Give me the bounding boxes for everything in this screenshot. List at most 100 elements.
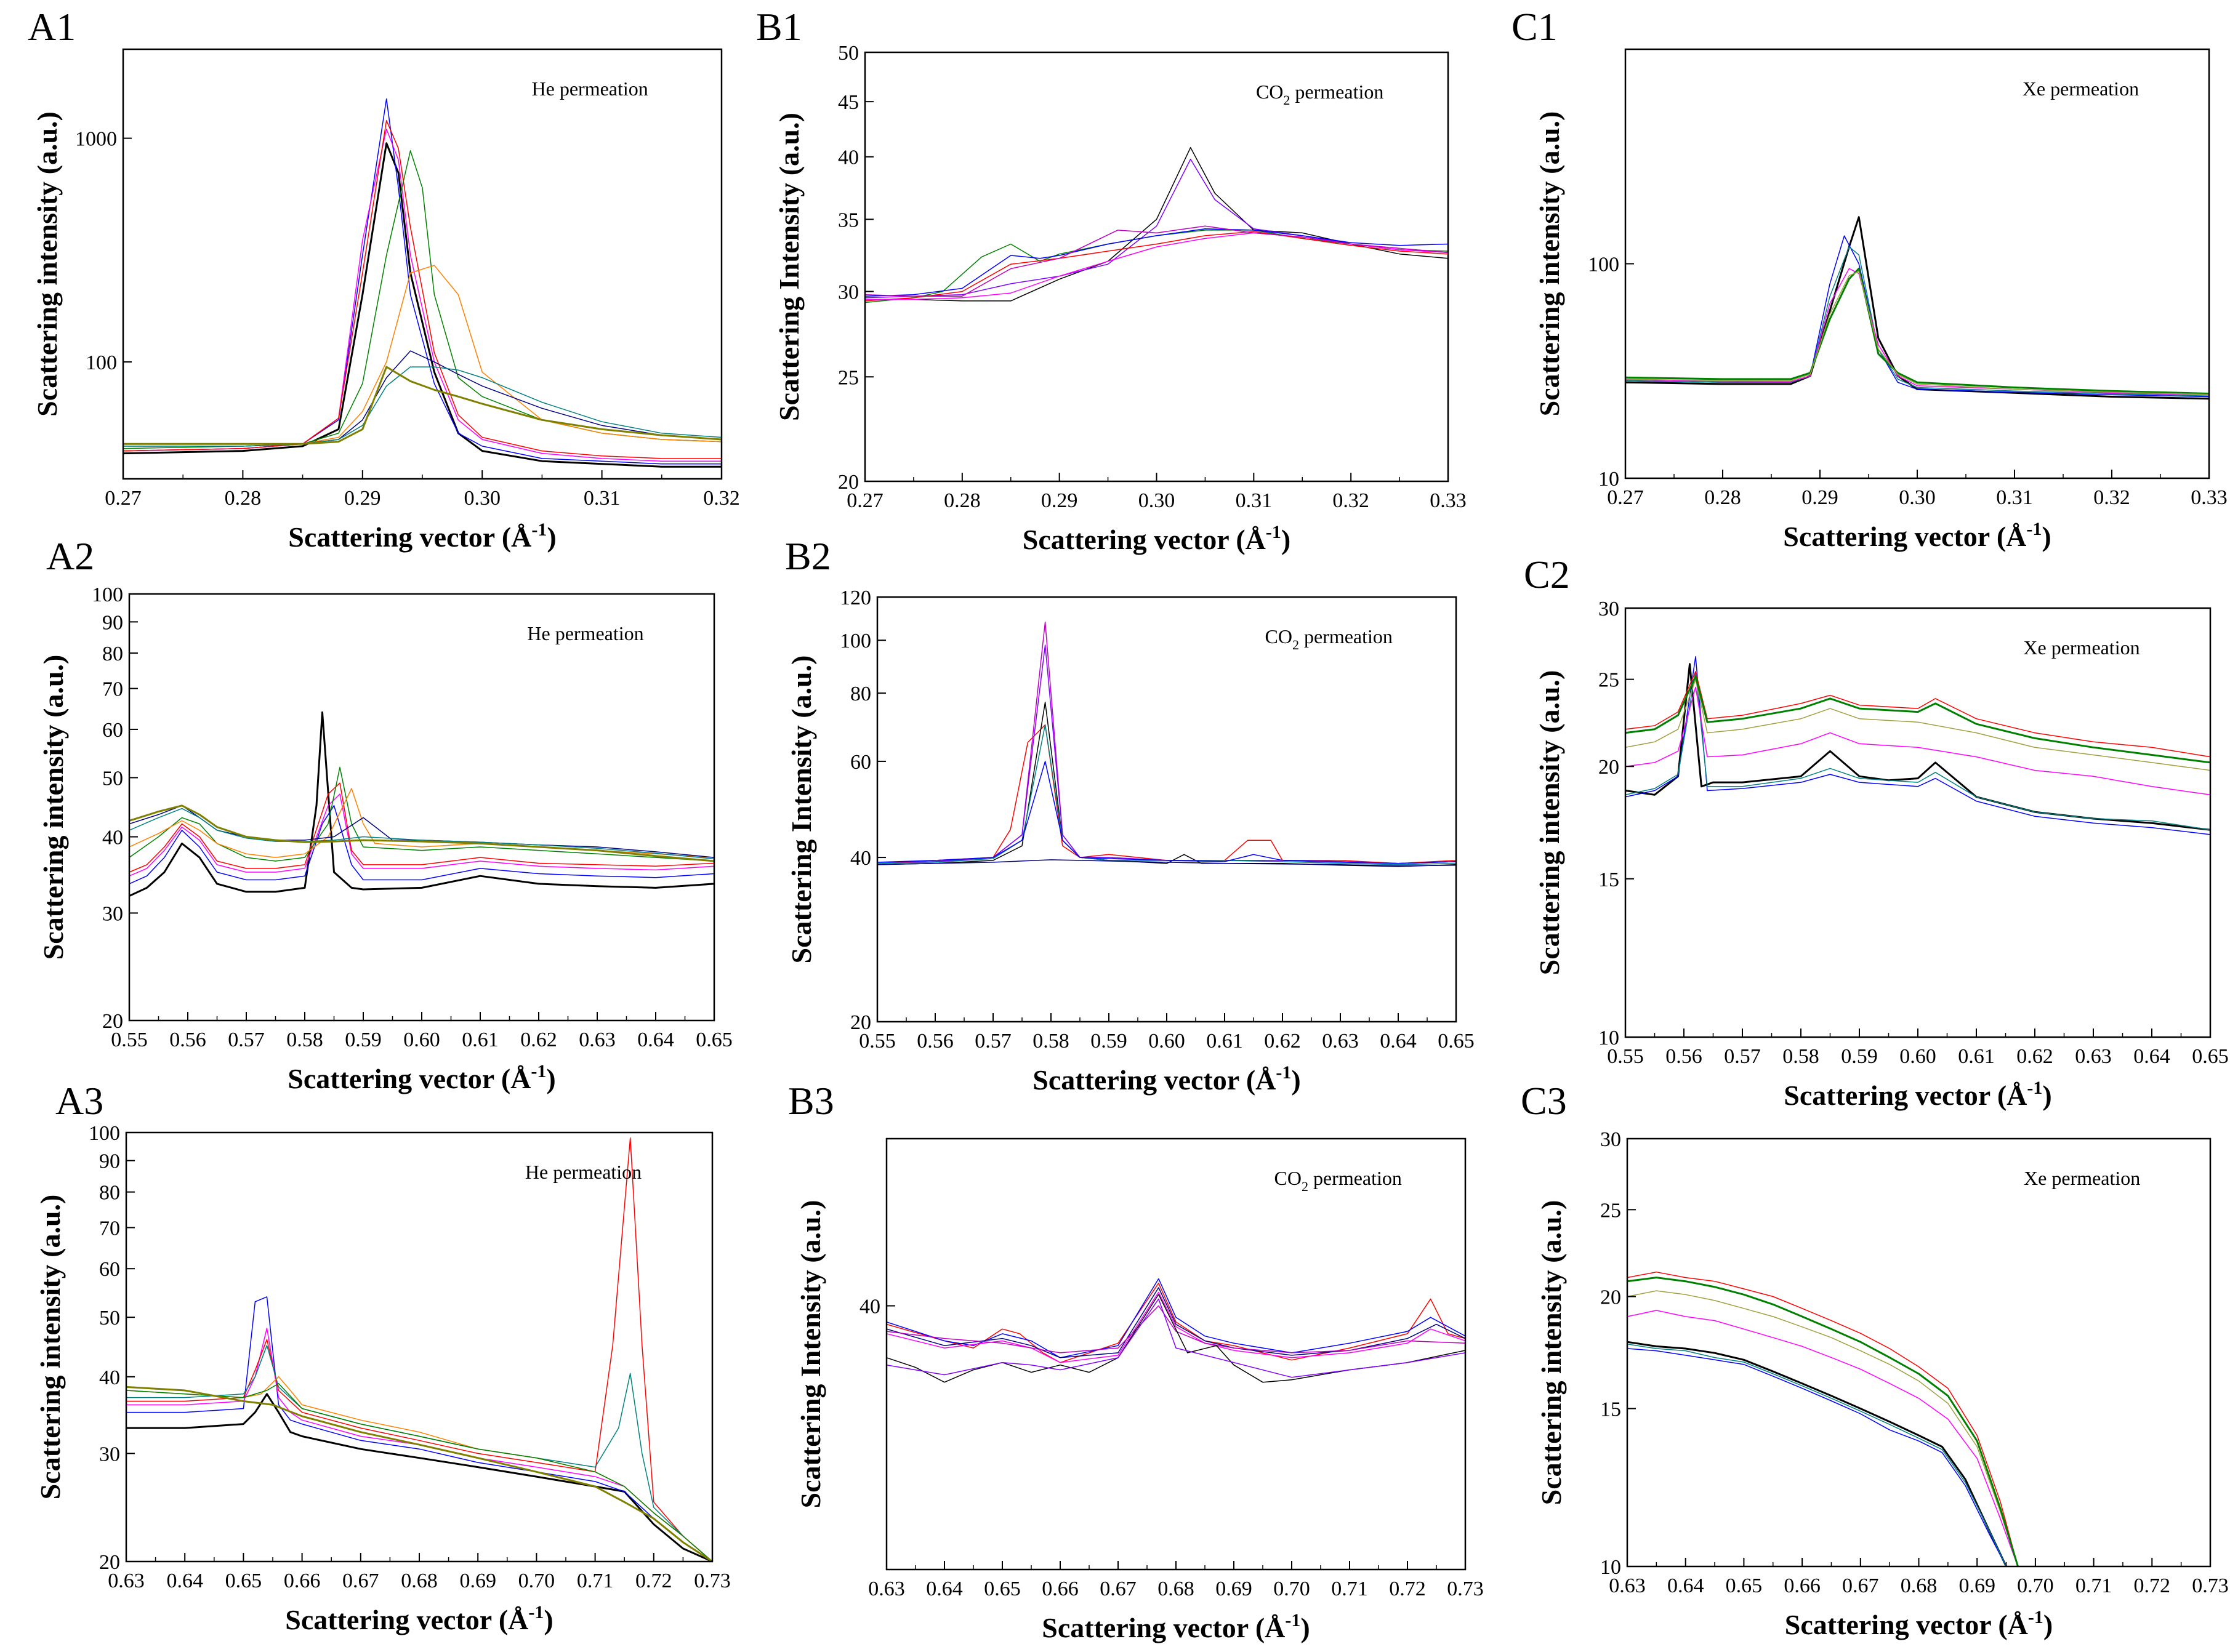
series-line-navy <box>887 1287 1465 1358</box>
annotation-text: He permeation <box>532 78 648 100</box>
x-axis-title-end: ) <box>2043 1609 2053 1640</box>
y-tick-label: 60 <box>102 719 123 742</box>
chart-c2: C2 0.55 0.56 0.57 0.58 0.59 0.60 0.61 0.62 0.63 0.… <box>1524 553 2229 1111</box>
x-tick-label: 0.63 <box>108 1570 145 1592</box>
x-axis-title-main: Scattering vector (Å <box>1783 521 2026 552</box>
panel-label: B1 <box>756 5 802 49</box>
y-tick-label: 20 <box>102 1010 123 1033</box>
x-axis-title-main: Scattering vector (Å <box>1785 1609 2028 1640</box>
y-axis-title: Scattering Intensity (a.u.) <box>795 1200 826 1509</box>
x-axis-title-end: ) <box>2042 1080 2051 1111</box>
chart-b1: B1 0.27 0.28 0.29 0.30 0.31 0.32 0.33 20 25 30 35 40… <box>756 5 1467 555</box>
x-tick-label: 0.27 <box>105 487 142 510</box>
series-line-teal <box>1625 246 2209 396</box>
series-line-black <box>887 1294 1465 1383</box>
series-line-violet <box>865 225 1448 297</box>
x-tick-label: 0.63 <box>1609 1574 1646 1597</box>
x-tick-label: 0.71 <box>2075 1574 2112 1597</box>
y-tick-label: 20 <box>99 1551 120 1574</box>
plot-frame <box>864 51 1449 483</box>
x-tick-label: 0.56 <box>169 1028 206 1051</box>
series-line-teal <box>877 724 1456 865</box>
x-tick-label: 0.32 <box>703 487 740 510</box>
y-tick-label: 25 <box>1600 1199 1621 1222</box>
y-tick-label: 15 <box>1598 868 1619 891</box>
annotation-after: permeation <box>1290 81 1383 103</box>
annotation-main: Xe permeation <box>2023 636 2139 659</box>
panel-label: B3 <box>788 1079 834 1123</box>
x-tick-label: 0.73 <box>694 1570 731 1592</box>
x-tick-label: 0.56 <box>1665 1045 1702 1068</box>
x-tick-label: 0.73 <box>1447 1578 1484 1600</box>
plot-frame <box>1624 607 2212 1038</box>
x-axis-title-end: ) <box>2042 521 2051 552</box>
x-tick-label: 0.57 <box>975 1030 1012 1053</box>
annotation-after: permeation <box>1308 1167 1402 1189</box>
x-axis-title: Scattering vector (Å-1) <box>1023 522 1290 555</box>
series-line-magenta <box>123 128 722 462</box>
x-tick-label: 0.73 <box>2192 1574 2229 1597</box>
x-tick-label: 0.69 <box>459 1570 496 1592</box>
x-axis-title: Scattering vector (Å-1) <box>1783 519 2051 552</box>
annotation-text: He permeation <box>525 1161 642 1183</box>
x-tick-label: 0.70 <box>2017 1574 2054 1597</box>
x-tick-label: 0.64 <box>166 1570 203 1592</box>
panel-label: B2 <box>785 534 831 578</box>
x-tick-label: 0.65 <box>1726 1574 1763 1597</box>
series-line-red <box>1625 671 2210 758</box>
y-axis-title: Scattering Intensity (a.u.) <box>773 113 805 421</box>
x-axis-title: Scattering vector (Å-1) <box>1785 1607 2053 1640</box>
x-axis-title: Scattering vector (Å-1) <box>288 519 556 553</box>
x-tick-label: 0.68 <box>1901 1574 1938 1597</box>
y-tick-label: 10 <box>1598 468 1619 491</box>
x-tick-label: 0.61 <box>1206 1030 1243 1053</box>
chart-a2: A2 0.55 0.56 0.57 0.58 0.59 0.60 0.61 0.62 0.63 0.… <box>38 534 733 1094</box>
x-tick-label: 0.60 <box>1899 1045 1936 1068</box>
x-axis-title: Scattering vector (Å-1) <box>1042 1610 1310 1643</box>
series-line-navy <box>129 805 714 858</box>
x-tick-label: 0.69 <box>1958 1574 1995 1597</box>
x-axis-title-main: Scattering vector (Å <box>1784 1080 2027 1111</box>
series-line-magenta <box>887 1291 1465 1363</box>
series-line-red <box>1627 1271 2019 1566</box>
chart-a3: A3 0.63 0.64 0.65 0.66 0.67 0.68 0.69 0.70 0.71 0.… <box>34 1079 731 1635</box>
plot-frame <box>1624 48 2210 479</box>
x-tick-label: 0.65 <box>984 1578 1021 1600</box>
panel-label: C1 <box>1511 5 1558 49</box>
y-tick-label: 1000 <box>75 128 117 151</box>
x-tick-label: 0.65 <box>1438 1030 1475 1053</box>
panel-label: C2 <box>1524 553 1570 596</box>
panel-label: A1 <box>28 5 76 49</box>
y-tick-label: 50 <box>102 767 123 790</box>
annotation-text: CO2 permeation <box>1265 625 1393 652</box>
x-tick-label: 0.65 <box>2192 1045 2229 1068</box>
x-tick-label: 0.58 <box>1782 1045 1819 1068</box>
y-axis-title: Scattering Intensity (a.u.) <box>786 656 817 964</box>
annotation-main: He permeation <box>527 622 643 644</box>
y-tick-label: 30 <box>102 902 123 925</box>
series-line-blue <box>865 228 1448 297</box>
x-tick-label: 0.66 <box>284 1570 321 1592</box>
x-axis-title-end: ) <box>1291 1064 1300 1096</box>
x-tick-label: 0.64 <box>2133 1045 2170 1068</box>
x-tick-label: 0.64 <box>926 1578 963 1600</box>
series-line-magenta <box>1627 1310 2019 1566</box>
x-tick-label: 0.63 <box>2075 1045 2112 1068</box>
y-tick-label: 90 <box>99 1150 120 1173</box>
x-tick-label: 0.31 <box>1996 486 2033 509</box>
y-tick-label: 10 <box>1598 1027 1619 1049</box>
x-tick-label: 0.67 <box>1100 1578 1137 1600</box>
x-tick-label: 0.63 <box>1322 1030 1359 1053</box>
x-tick-label: 0.57 <box>228 1028 265 1051</box>
series-line-blue <box>1625 656 2210 835</box>
series-line-blue <box>126 1296 712 1562</box>
y-tick-label: 40 <box>859 1296 880 1318</box>
y-tick-label: 70 <box>99 1217 120 1240</box>
plot-frame <box>885 1137 1467 1571</box>
chart-a1: A1 0.27 0.28 0.29 0.30 0.31 0.32 100 1000 Scatter… <box>28 5 740 553</box>
annotation-sub: 2 <box>1292 637 1299 652</box>
series-line-green <box>129 766 714 862</box>
y-tick-label: 40 <box>850 847 871 870</box>
series-line-red <box>123 120 722 459</box>
x-axis-title-main: Scattering vector (Å <box>285 1604 528 1635</box>
